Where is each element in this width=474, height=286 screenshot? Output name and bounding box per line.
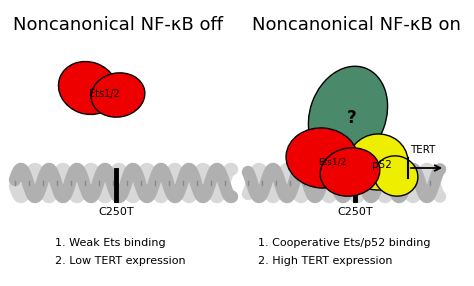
Ellipse shape — [309, 66, 388, 164]
Text: Ets1/2: Ets1/2 — [318, 158, 346, 166]
Ellipse shape — [91, 73, 145, 117]
Text: 1. Weak Ets binding: 1. Weak Ets binding — [55, 238, 165, 248]
Ellipse shape — [286, 128, 358, 188]
Text: C250T: C250T — [337, 207, 373, 217]
Text: Ets1/2: Ets1/2 — [89, 89, 119, 99]
Text: ?: ? — [347, 109, 357, 127]
Text: Noncanonical NF-κB on: Noncanonical NF-κB on — [252, 16, 460, 34]
Ellipse shape — [374, 156, 418, 196]
Text: TERT: TERT — [410, 145, 436, 155]
Ellipse shape — [320, 148, 380, 196]
Text: p52: p52 — [372, 160, 392, 170]
Text: C250T: C250T — [98, 207, 134, 217]
Text: 2. Low TERT expression: 2. Low TERT expression — [55, 256, 186, 266]
Text: 1. Cooperative Ets/p52 binding: 1. Cooperative Ets/p52 binding — [258, 238, 430, 248]
Ellipse shape — [348, 134, 408, 190]
Ellipse shape — [58, 61, 118, 114]
Text: Noncanonical NF-κB off: Noncanonical NF-κB off — [13, 16, 223, 34]
Text: 2. High TERT expression: 2. High TERT expression — [258, 256, 392, 266]
